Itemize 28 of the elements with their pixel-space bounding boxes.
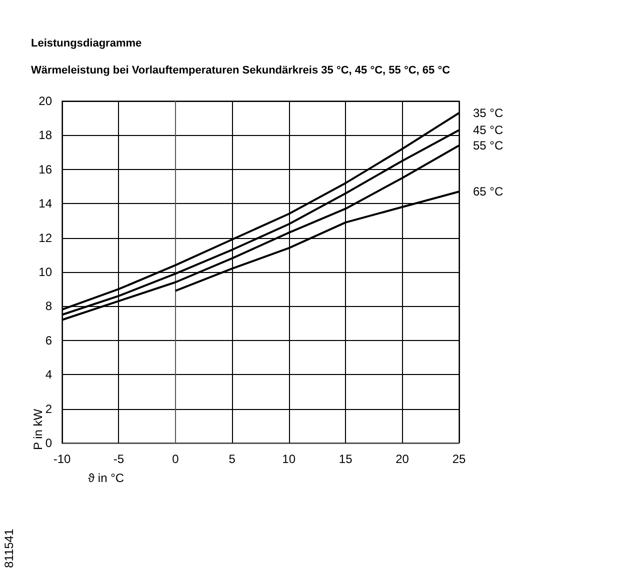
chart-title: Leistungsdiagramme <box>31 38 142 50</box>
series-label: 35 °C <box>473 106 504 120</box>
y-tick-label: 16 <box>38 162 52 176</box>
series-label: 55 °C <box>473 138 504 152</box>
x-axis-title: ϑ in °C <box>88 471 124 485</box>
series-label: 65 °C <box>473 184 504 199</box>
y-tick-label: 4 <box>45 368 52 382</box>
y-tick-label: 2 <box>45 402 52 416</box>
x-tick-label: -10 <box>53 452 71 466</box>
y-tick-label: 10 <box>38 265 52 279</box>
y-tick-label: 6 <box>45 333 52 348</box>
y-tick-label: 8 <box>45 299 52 314</box>
x-tick-label: 20 <box>396 452 410 466</box>
y-tick-label: 20 <box>38 94 52 108</box>
y-axis-title: P in kW <box>31 408 45 450</box>
x-tick-label: -5 <box>113 452 124 466</box>
series-label: 45 °C <box>473 123 504 138</box>
x-tick-label: 15 <box>338 452 353 466</box>
x-tick-label: 0 <box>172 452 180 466</box>
y-tick-label: 12 <box>38 230 52 245</box>
x-tick-label: 10 <box>282 452 296 466</box>
chart-subtitle: Wärmeleistung bei Vorlauftemperaturen Sekundärkreis 35 °C, 45 °C, 55 °C, 65 °C <box>31 64 450 76</box>
y-tick-label: 0 <box>45 436 52 450</box>
text: 811541 <box>2 528 16 568</box>
x-tick-label: 5 <box>228 452 236 466</box>
y-tick-label: 14 <box>38 196 52 211</box>
x-tick-label: 25 <box>452 452 466 466</box>
y-tick-label: 18 <box>38 128 52 142</box>
